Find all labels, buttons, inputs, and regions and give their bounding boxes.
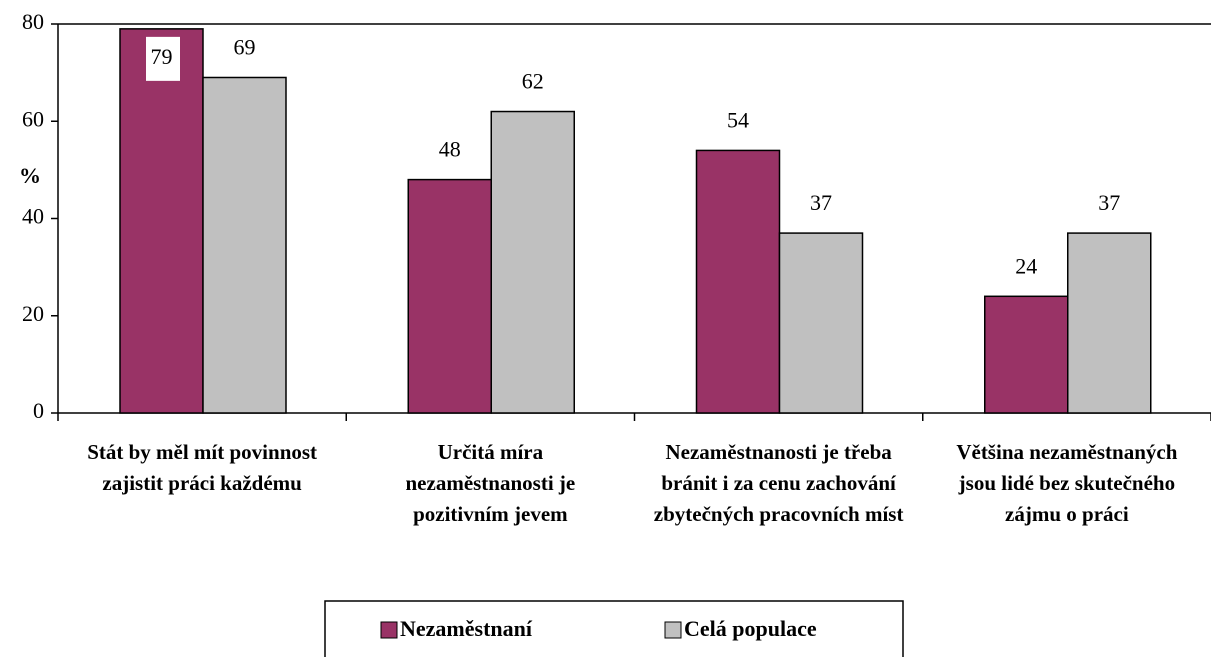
value-label-bg xyxy=(146,36,180,81)
y-tick-label: 60 xyxy=(22,106,44,131)
value-label: 69 xyxy=(234,35,256,60)
value-label: 37 xyxy=(810,190,832,215)
x-tick-label: Většina nezaměstnaných jsou lidé bez sku… xyxy=(956,440,1178,526)
y-tick-label: 40 xyxy=(22,204,44,229)
x-tick-label: Nezaměstnanosti je třeba bránit i za cen… xyxy=(653,440,904,526)
value-label: 24 xyxy=(1015,253,1037,278)
bar xyxy=(778,232,864,414)
x-tick-label: Určitá míra nezaměstnanosti je pozitivní… xyxy=(405,440,576,526)
bar xyxy=(202,76,287,414)
value-label: 62 xyxy=(522,69,544,94)
x-tick-label: Stát by měl mít povinnost zajistit práci… xyxy=(87,440,318,495)
legend-box xyxy=(324,600,904,657)
bar xyxy=(695,149,781,414)
bar xyxy=(1067,232,1152,414)
y-tick-label: 20 xyxy=(22,301,44,326)
y-tick-label: 0 xyxy=(33,398,44,423)
bar xyxy=(407,178,492,414)
value-label: 48 xyxy=(439,137,461,162)
bar xyxy=(490,110,575,414)
bar xyxy=(119,28,204,414)
value-label: 37 xyxy=(1098,190,1120,215)
bar xyxy=(984,295,1069,414)
y-tick-label: 80 xyxy=(22,9,44,34)
value-label: 54 xyxy=(727,107,749,132)
legend-swatch xyxy=(664,621,682,639)
legend-swatch xyxy=(380,621,398,639)
value-label: 79 xyxy=(151,44,173,69)
legend-label: Celá populace xyxy=(684,616,817,641)
legend-label: Nezaměstnaní xyxy=(400,616,533,641)
y-axis-label: % xyxy=(19,163,41,188)
